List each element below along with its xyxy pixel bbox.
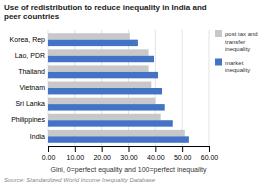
bar xyxy=(48,65,149,71)
x-tick-label: 60.00 xyxy=(201,154,219,161)
y-tick-label: Philippines xyxy=(11,116,45,124)
legend-swatch xyxy=(215,30,222,37)
y-tick: Sri Lanka xyxy=(15,100,45,107)
legend-label: marketinequality xyxy=(225,60,250,74)
grid xyxy=(48,30,209,146)
legend-label: post tax and transferinequality xyxy=(225,31,258,52)
x-tick: 60.00 xyxy=(201,146,219,161)
bar xyxy=(48,72,158,78)
x-tick-label: 40.00 xyxy=(147,154,165,161)
x-tick-mark xyxy=(209,146,210,152)
title-line: peer countries xyxy=(4,12,60,21)
x-tick-label: 10.00 xyxy=(67,154,85,161)
legend-item: post tax and transferinequality xyxy=(215,30,258,52)
x-axis-line xyxy=(49,147,210,153)
legend-label-line: transfer xyxy=(225,39,245,45)
bar xyxy=(48,33,130,39)
bar xyxy=(48,82,151,88)
x-tick: 20.00 xyxy=(93,146,111,161)
legend-label-line: inequality xyxy=(225,67,250,73)
bar xyxy=(48,88,162,94)
bar xyxy=(48,130,185,136)
bars xyxy=(48,33,189,143)
y-tick: Thailand xyxy=(18,68,45,75)
x-tick-label: 30.00 xyxy=(120,154,138,161)
annotation: Source: Standardized World Income Inequa… xyxy=(4,177,156,183)
x-tick: 10.00 xyxy=(67,146,85,161)
x-axis: 0.00 10.00 20.00 30.00 40.00 50.00 60.00 xyxy=(42,146,219,161)
title-line: Use of redistribution to reduce inequali… xyxy=(4,3,207,12)
title: Use of redistribution to reduce inequali… xyxy=(4,3,207,21)
legend-item: marketinequality xyxy=(215,59,250,74)
bar xyxy=(48,104,165,110)
y-tick: Philippines xyxy=(11,116,45,124)
x-tick-mark xyxy=(155,146,156,152)
y-axis: Korea, Rep Lao, PDR Thailand Vietnam Sri Lan… xyxy=(10,36,46,140)
y-tick: Korea, Rep xyxy=(10,36,46,44)
bar xyxy=(48,98,155,104)
legend-label-line: inequality xyxy=(225,46,250,52)
bar xyxy=(48,40,138,46)
plot: 0.00 10.00 20.00 30.00 40.00 50.00 60.00 Korea,… xyxy=(10,30,258,174)
y-tick: Vietnam xyxy=(19,84,45,91)
legend-label-line: post tax and xyxy=(225,31,258,37)
y-tick-label: Thailand xyxy=(18,68,45,75)
bar xyxy=(48,56,154,62)
x-tick: 40.00 xyxy=(147,146,165,161)
x-tick-mark xyxy=(129,146,130,152)
legend-label-line: market xyxy=(225,60,244,66)
x-tick-mark xyxy=(102,146,103,152)
legend: post tax andtransferinequalitymarketineq… xyxy=(215,30,258,73)
x-tick-label: 50.00 xyxy=(174,154,192,161)
bar xyxy=(48,49,149,55)
x-tick-mark xyxy=(75,146,76,152)
bar xyxy=(48,120,173,126)
y-tick: Lao, PDR xyxy=(15,52,45,59)
x-tick-label: 0.00 xyxy=(42,154,56,161)
x-axis-title: Gini, 0=perfect equality and 100=perfect… xyxy=(50,166,207,174)
x-tick: 50.00 xyxy=(174,146,192,161)
bar xyxy=(48,136,189,142)
legend-swatch xyxy=(215,59,222,66)
bar xyxy=(48,114,161,120)
series xyxy=(48,33,185,136)
x-tick-label: 20.00 xyxy=(93,154,111,161)
x-tick: 0.00 xyxy=(42,146,56,161)
y-tick-label: Korea, Rep xyxy=(10,36,46,44)
x-tick-mark xyxy=(48,146,49,152)
x-tick-mark xyxy=(182,146,183,152)
chart: Use of redistribution to reduce inequali… xyxy=(0,0,271,186)
x-tick: 30.00 xyxy=(120,146,138,161)
series xyxy=(48,40,189,143)
grid-line xyxy=(209,30,210,146)
y-tick: India xyxy=(30,133,45,140)
y-tick-label: India xyxy=(30,133,45,140)
y-tick-label: Vietnam xyxy=(19,84,45,91)
y-tick-label: Lao, PDR xyxy=(15,52,45,59)
grid-line xyxy=(182,30,183,146)
y-tick-label: Sri Lanka xyxy=(15,100,45,107)
